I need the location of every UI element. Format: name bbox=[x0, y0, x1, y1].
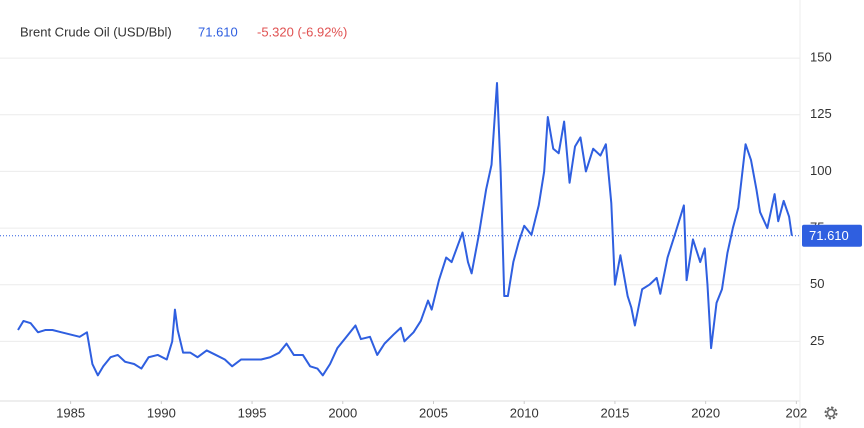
x-tick-label: 1985 bbox=[56, 405, 85, 420]
y-tick-label: 125 bbox=[810, 106, 832, 121]
gear-body bbox=[826, 408, 836, 418]
last-price-tag bbox=[802, 224, 862, 247]
change: -5.320 (-6.92%) bbox=[257, 24, 347, 39]
y-tick-label: 50 bbox=[810, 276, 824, 291]
last-price-label: 71.610 bbox=[809, 228, 849, 243]
x-tick-label: 1995 bbox=[238, 405, 267, 420]
x-tick-label: 1990 bbox=[147, 405, 176, 420]
x-tick-label: 2010 bbox=[510, 405, 539, 420]
x-tick-label: 2015 bbox=[600, 405, 629, 420]
settings-icon[interactable] bbox=[824, 406, 838, 420]
price: 71.610 bbox=[198, 24, 238, 39]
y-tick-label: 25 bbox=[810, 333, 824, 348]
y-tick-label: 100 bbox=[810, 163, 832, 178]
price-line bbox=[17, 82, 793, 377]
x-tick-label: 202 bbox=[786, 405, 808, 420]
x-tick-label: 2020 bbox=[691, 405, 720, 420]
gear-teeth bbox=[824, 406, 838, 420]
x-tick-label: 2005 bbox=[419, 405, 448, 420]
y-tick-label: 150 bbox=[810, 50, 832, 65]
x-tick-label: 2000 bbox=[328, 405, 357, 420]
chart-title: Brent Crude Oil (USD/Bbl) bbox=[20, 24, 172, 39]
